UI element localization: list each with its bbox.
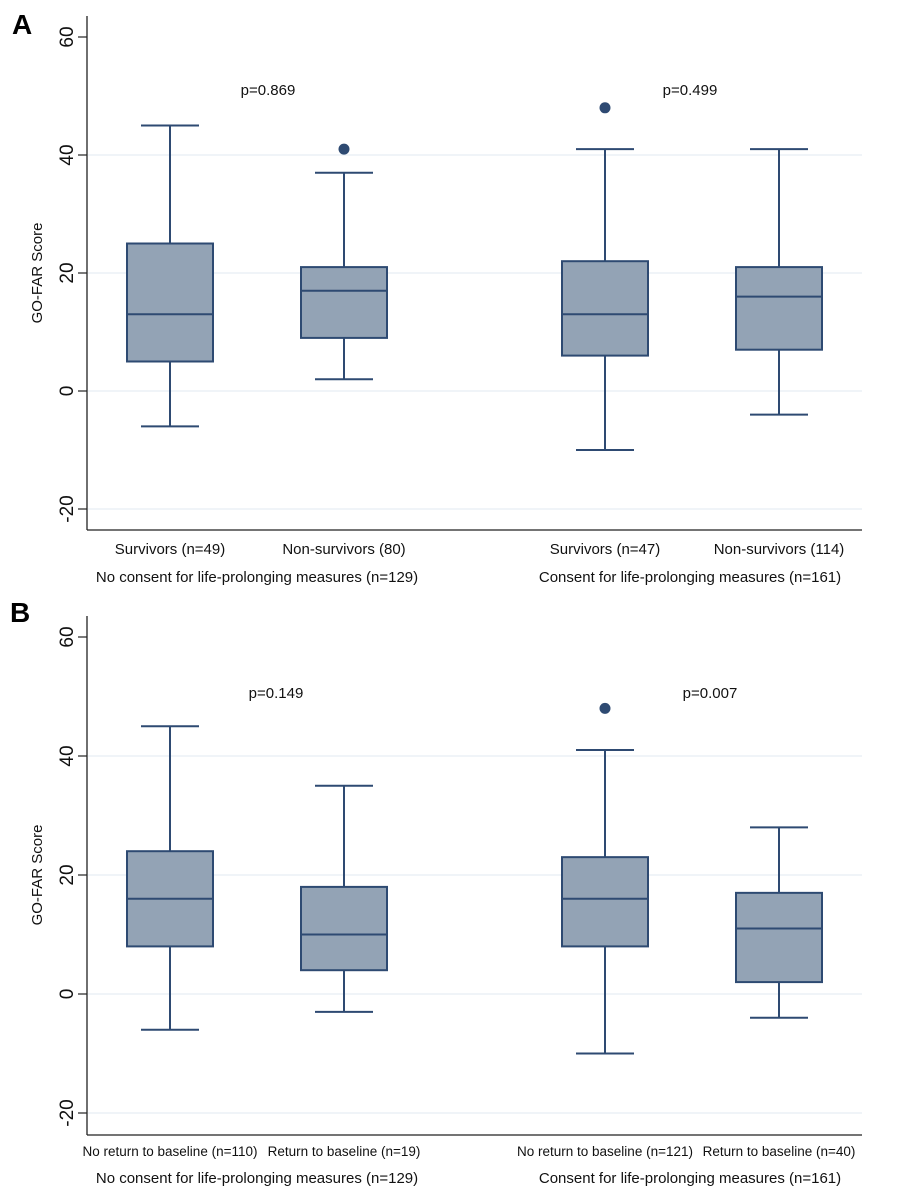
- y-tick-label: 60: [57, 26, 78, 47]
- outlier-point: [338, 143, 350, 155]
- y-tick-label: 60: [57, 626, 78, 647]
- iqr-box: [300, 266, 388, 339]
- category-label: No return to baseline (n=110): [83, 1144, 258, 1159]
- group-label: No consent for life-prolonging measures …: [96, 569, 418, 586]
- p-value-label: p=0.869: [241, 82, 296, 99]
- category-label: Survivors (n=47): [550, 541, 660, 558]
- outlier-point: [599, 702, 611, 714]
- y-tick-label: 40: [57, 745, 78, 766]
- iqr-box: [300, 885, 388, 972]
- iqr-box: [735, 266, 823, 351]
- iqr-box: [735, 891, 823, 984]
- group-label: Consent for life-prolonging measures (n=…: [539, 569, 841, 586]
- iqr-box: [561, 856, 649, 948]
- y-axis-label: GO-FAR Score: [29, 223, 46, 324]
- y-tick-label: 40: [57, 144, 78, 165]
- category-label: Return to baseline (n=40): [703, 1144, 856, 1159]
- y-tick-label: 0: [57, 386, 78, 397]
- p-value-label: p=0.007: [683, 685, 738, 702]
- iqr-box: [126, 242, 214, 363]
- category-label: Non-survivors (80): [282, 541, 405, 558]
- category-label: Return to baseline (n=19): [268, 1144, 421, 1159]
- category-label: Survivors (n=49): [115, 541, 225, 558]
- outlier-point: [599, 102, 611, 114]
- category-label: Non-survivors (114): [714, 541, 845, 558]
- y-tick-label: -20: [57, 1099, 78, 1126]
- panel-label: A: [12, 9, 32, 40]
- p-value-label: p=0.149: [249, 685, 304, 702]
- p-value-label: p=0.499: [663, 82, 718, 99]
- y-tick-label: 0: [57, 989, 78, 1000]
- group-label: Consent for life-prolonging measures (n=…: [539, 1170, 841, 1187]
- y-tick-label: 20: [57, 864, 78, 885]
- panel-label: B: [10, 597, 30, 628]
- iqr-box: [561, 260, 649, 357]
- y-tick-label: 20: [57, 262, 78, 283]
- y-tick-label: -20: [57, 495, 78, 522]
- y-axis-label: GO-FAR Score: [29, 825, 46, 926]
- category-label: No return to baseline (n=121): [517, 1144, 693, 1159]
- group-label: No consent for life-prolonging measures …: [96, 1170, 418, 1187]
